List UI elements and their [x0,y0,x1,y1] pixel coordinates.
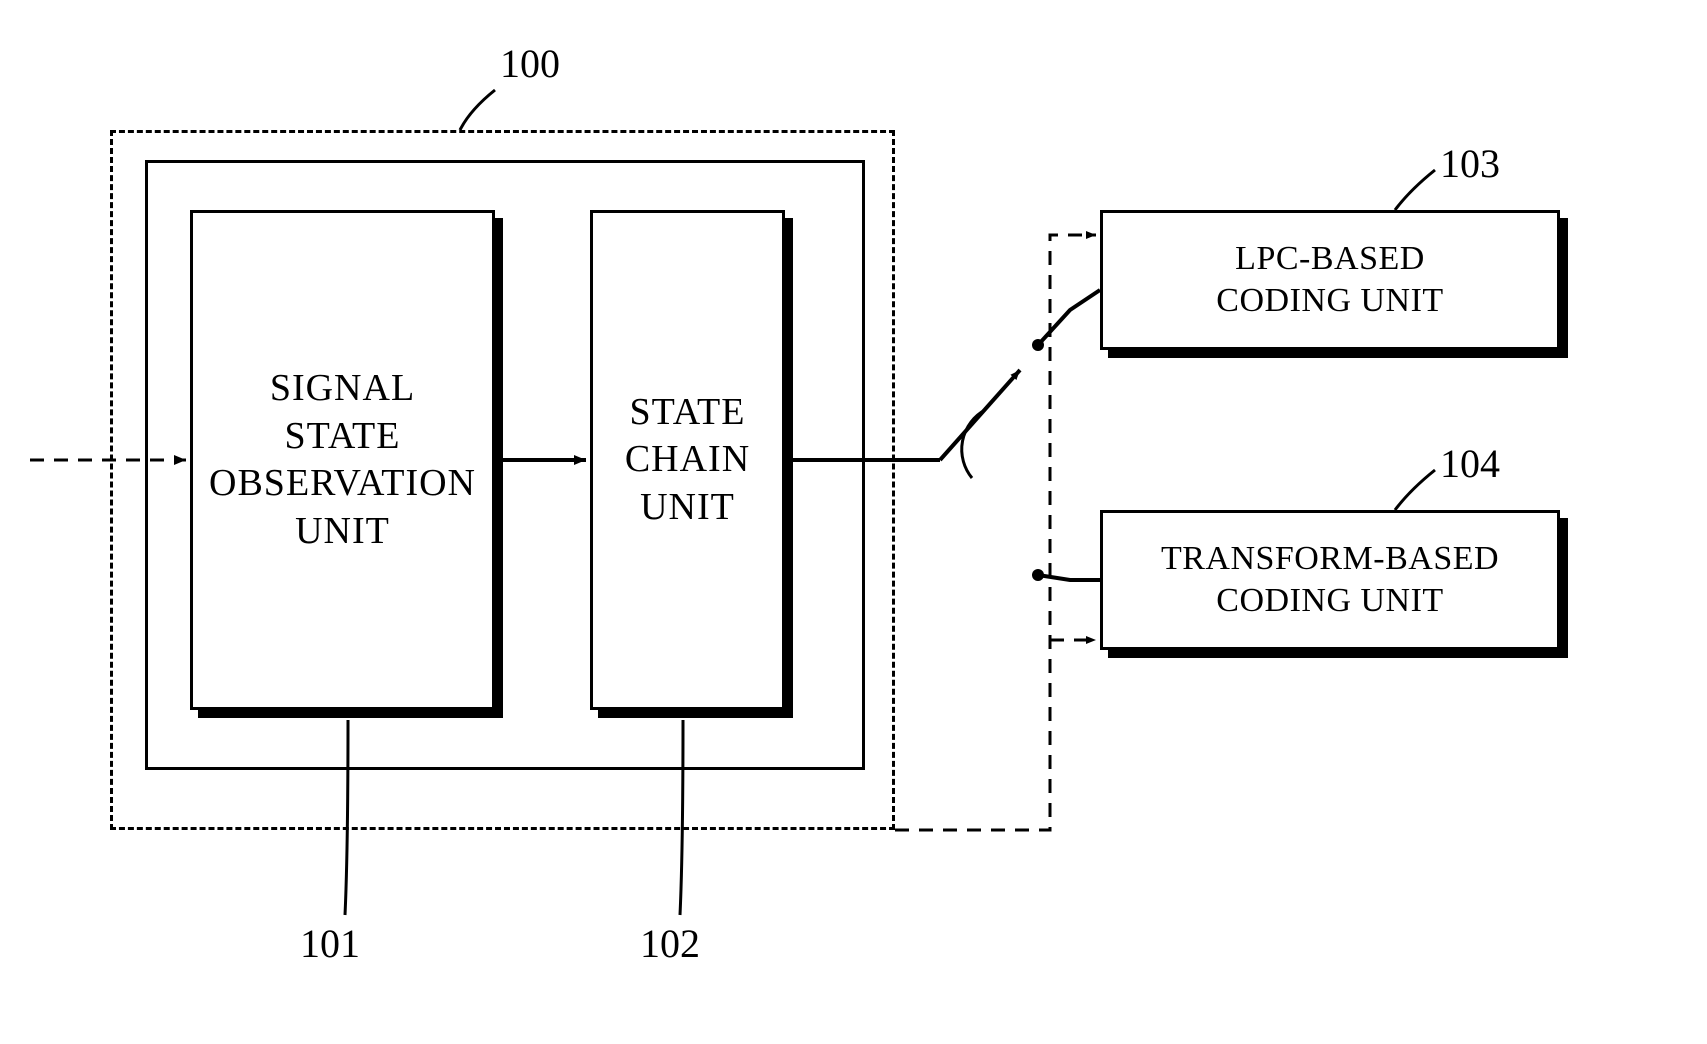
block-lpc-coding-label: LPC-BASEDCODING UNIT [1216,238,1443,323]
block-signal-observation-label: SIGNALSTATEOBSERVATIONUNIT [209,365,476,555]
ref-label-102: 102 [640,920,700,967]
block-state-chain-label: STATECHAINUNIT [625,389,750,532]
block-transform-coding: TRANSFORM-BASEDCODING UNIT [1100,510,1560,650]
ref-label-103: 103 [1440,140,1500,187]
block-signal-observation: SIGNALSTATEOBSERVATIONUNIT [190,210,495,710]
ref-label-100: 100 [500,40,560,87]
block-lpc-coding: LPC-BASEDCODING UNIT [1100,210,1560,350]
ref-label-104: 104 [1440,440,1500,487]
diagram-canvas: SIGNALSTATEOBSERVATIONUNIT STATECHAINUNI… [0,0,1707,1044]
ref-label-101: 101 [300,920,360,967]
block-state-chain: STATECHAINUNIT [590,210,785,710]
block-transform-coding-label: TRANSFORM-BASEDCODING UNIT [1161,538,1499,623]
